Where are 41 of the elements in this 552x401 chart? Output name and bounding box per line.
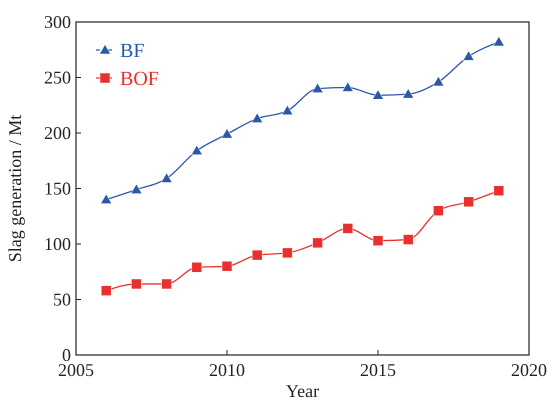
point [402, 88, 414, 98]
point [282, 105, 294, 116]
y-tick-label: 100 [44, 234, 71, 254]
point [463, 196, 474, 208]
point [402, 234, 414, 245]
point [161, 278, 172, 290]
point [312, 82, 324, 93]
point [433, 205, 444, 216]
y-tick-label: 300 [44, 12, 71, 32]
point [372, 90, 384, 100]
point [282, 248, 293, 258]
point [493, 36, 505, 46]
x-tick-label: 2010 [209, 360, 245, 380]
y-tick-label: 200 [44, 123, 71, 143]
point [342, 82, 354, 92]
y-axis-title: Slag generation / Mt [5, 114, 25, 262]
point [432, 76, 444, 86]
point [192, 262, 202, 273]
point [462, 50, 474, 61]
legend-label: BF [120, 40, 144, 62]
point [160, 172, 172, 183]
point [131, 278, 142, 290]
point [191, 145, 203, 156]
y-tick-label: 150 [44, 178, 71, 198]
point [312, 238, 323, 248]
point [252, 250, 262, 260]
legend-label: BOF [120, 68, 159, 90]
y-tick-label: 250 [44, 68, 71, 88]
x-tick-label: 2020 [511, 360, 547, 380]
point [130, 184, 142, 194]
x-tick-label: 2015 [360, 360, 396, 380]
point [372, 235, 384, 246]
point [100, 194, 112, 204]
point [342, 223, 354, 234]
y-tick-label: 50 [53, 290, 71, 310]
point [221, 128, 233, 138]
point [494, 185, 504, 196]
point [222, 260, 232, 272]
point [100, 285, 112, 296]
point [251, 112, 263, 123]
x-axis-title: Year [286, 381, 320, 401]
